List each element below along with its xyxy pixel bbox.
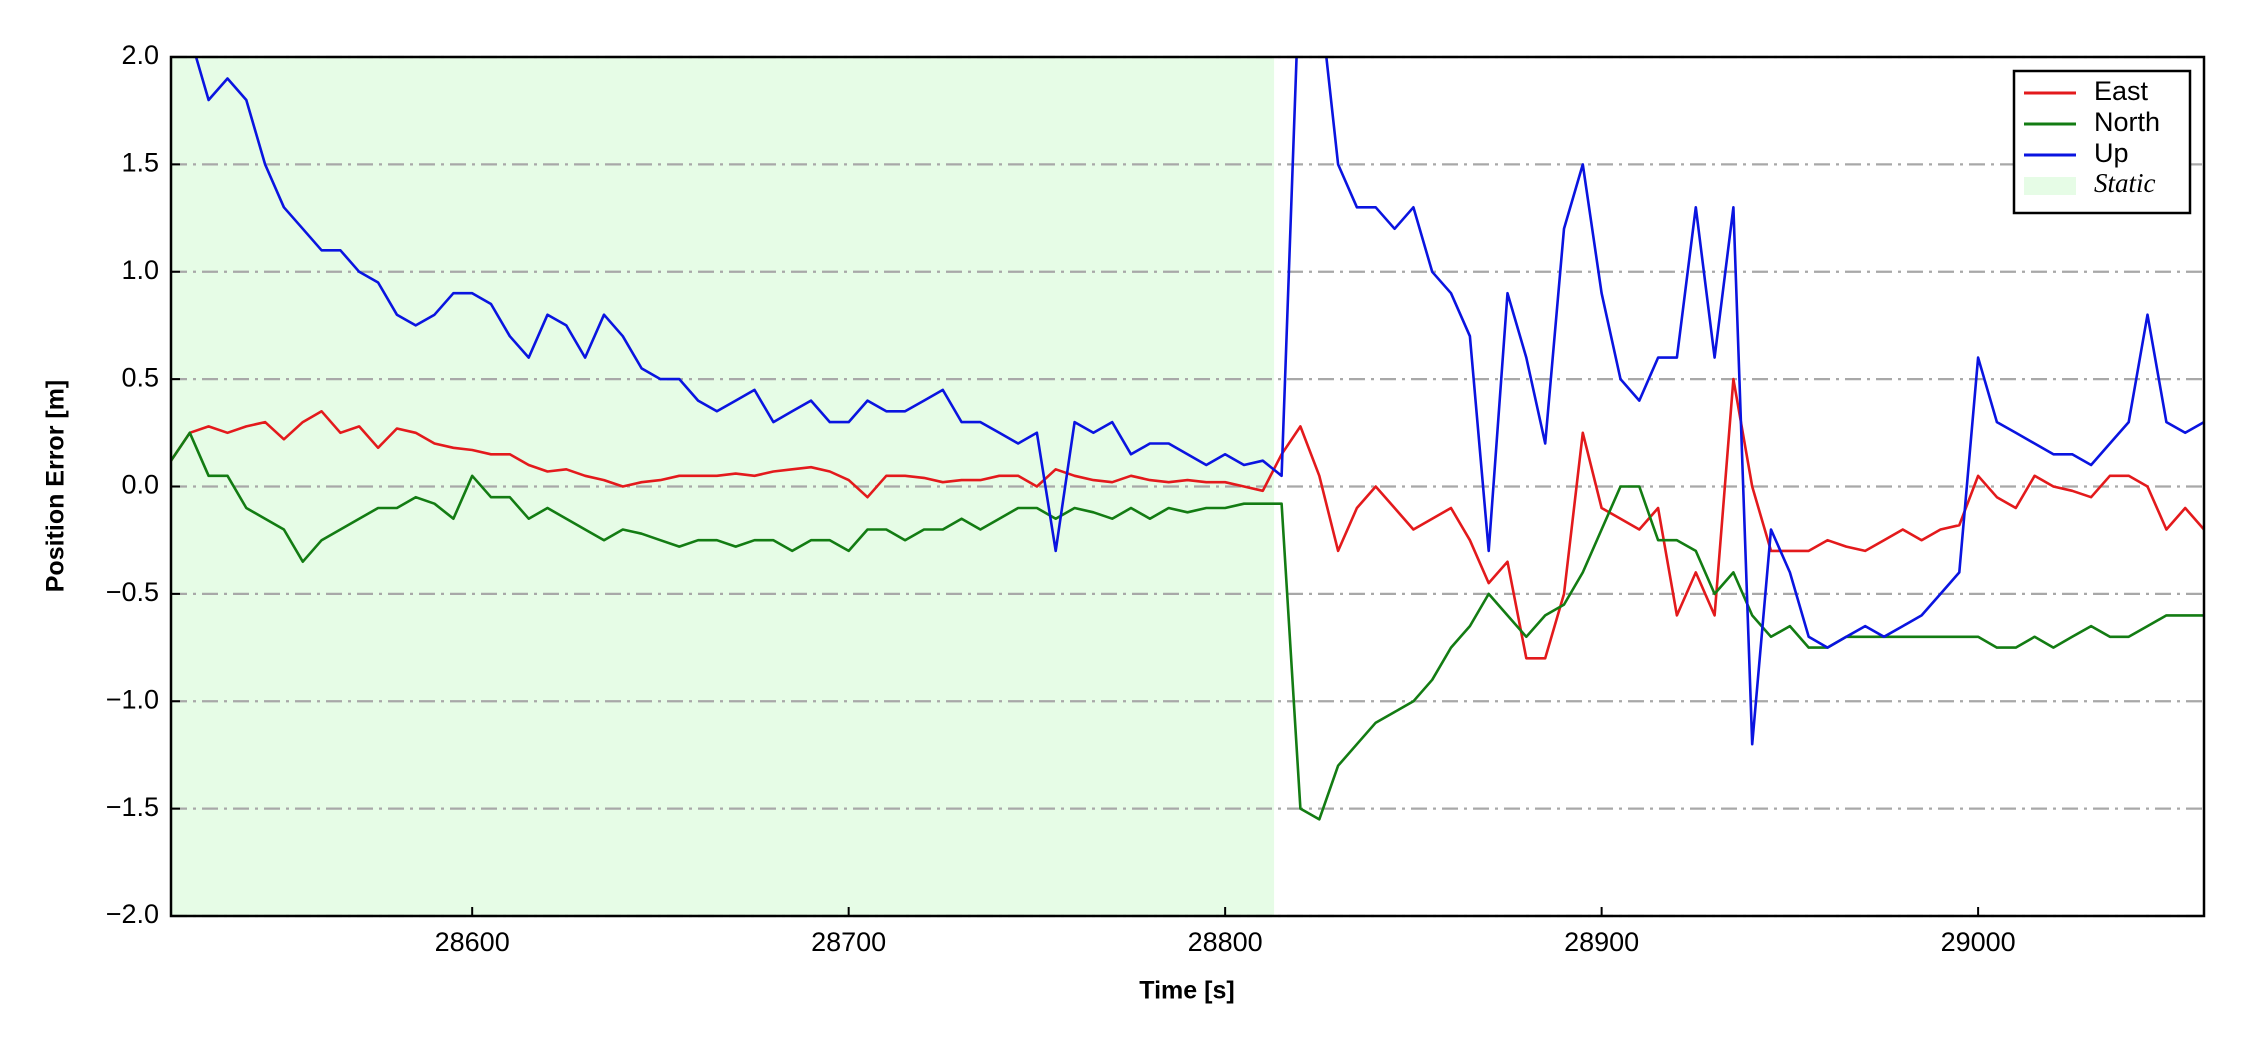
y-tick-label: −1.0 xyxy=(106,684,159,714)
legend-swatch xyxy=(2024,177,2076,195)
x-tick-label: 28600 xyxy=(435,927,510,957)
x-tick-label: 28800 xyxy=(1188,927,1263,957)
y-tick-label: 1.0 xyxy=(121,255,159,285)
series-line xyxy=(171,431,2204,821)
x-tick-label: 28700 xyxy=(811,927,886,957)
legend-label: Static xyxy=(2094,168,2156,198)
plot-back xyxy=(171,55,2204,918)
legend-label: North xyxy=(2094,107,2160,137)
legend-label: East xyxy=(2094,76,2149,106)
x-tick-label: 28900 xyxy=(1564,927,1639,957)
series-line xyxy=(194,57,2204,746)
series-line xyxy=(171,377,2204,660)
y-tick-label: −0.5 xyxy=(106,577,159,607)
y-tick-label: −1.5 xyxy=(106,792,159,822)
y-tick-label: 0.5 xyxy=(121,362,159,392)
plot-lines xyxy=(171,57,2204,821)
y-tick-label: 0.0 xyxy=(121,470,159,500)
y-tick-label: 1.5 xyxy=(121,148,159,178)
y-tick-label: 2.0 xyxy=(121,40,159,70)
legend-label: Up xyxy=(2094,138,2129,168)
x-tick-label: 29000 xyxy=(1941,927,2016,957)
x-axis-label: Time [s] xyxy=(1139,977,1234,1005)
y-tick-label: −2.0 xyxy=(106,899,159,929)
y-axis-label: Position Error [m] xyxy=(42,380,70,593)
